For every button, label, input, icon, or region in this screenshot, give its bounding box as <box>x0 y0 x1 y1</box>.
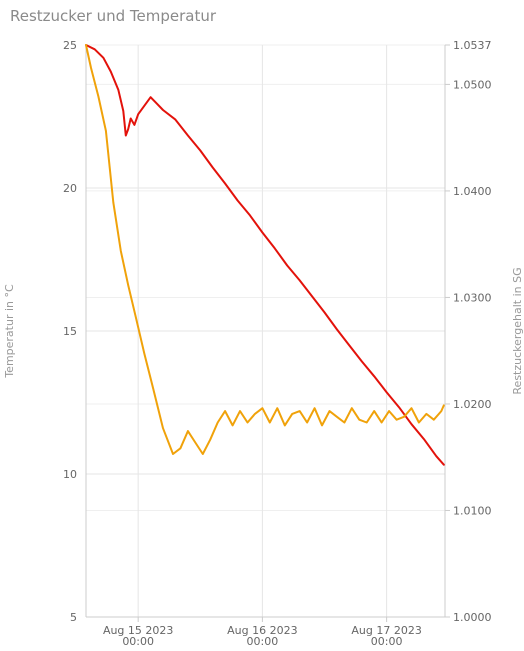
right-axis-title: Restzuckergehalt in SG <box>511 267 524 394</box>
series <box>85 44 445 466</box>
left-axis-title: Temperatur in °C <box>3 284 16 379</box>
right-tick-label: 1.0100 <box>453 504 492 517</box>
temperatur-line <box>85 44 445 455</box>
restzucker-line <box>85 44 445 466</box>
left-tick-label: 25 <box>63 39 77 52</box>
left-tick-label: 10 <box>63 468 77 481</box>
right-tick-label: 1.0300 <box>453 291 492 304</box>
x-tick-time: 00:00 <box>371 635 403 648</box>
x-tick-time: 00:00 <box>247 635 279 648</box>
right-tick-label: 1.0000 <box>453 611 492 624</box>
axes <box>85 45 446 618</box>
grid <box>86 44 445 618</box>
left-tick-label: 15 <box>63 325 77 338</box>
x-tick-date: Aug 16 2023 <box>227 624 297 637</box>
left-tick-label: 5 <box>70 611 77 624</box>
x-tick-date: Aug 17 2023 <box>351 624 421 637</box>
chart-title: Restzucker und Temperatur <box>10 7 217 25</box>
right-axis-ticks: 1.0000 1.0100 1.0200 1.0300 1.0400 1.0500 1.05… <box>445 39 492 624</box>
right-tick-label: 1.0400 <box>453 185 492 198</box>
x-tick-date: Aug 15 2023 <box>103 624 173 637</box>
left-axis-ticks: 5 10 15 20 25 <box>63 39 77 624</box>
right-tick-label: 1.0537 <box>453 39 492 52</box>
right-tick-label: 1.0200 <box>453 398 492 411</box>
right-tick-label: 1.0500 <box>453 78 492 91</box>
left-tick-label: 20 <box>63 182 77 195</box>
x-tick-time: 00:00 <box>122 635 154 648</box>
